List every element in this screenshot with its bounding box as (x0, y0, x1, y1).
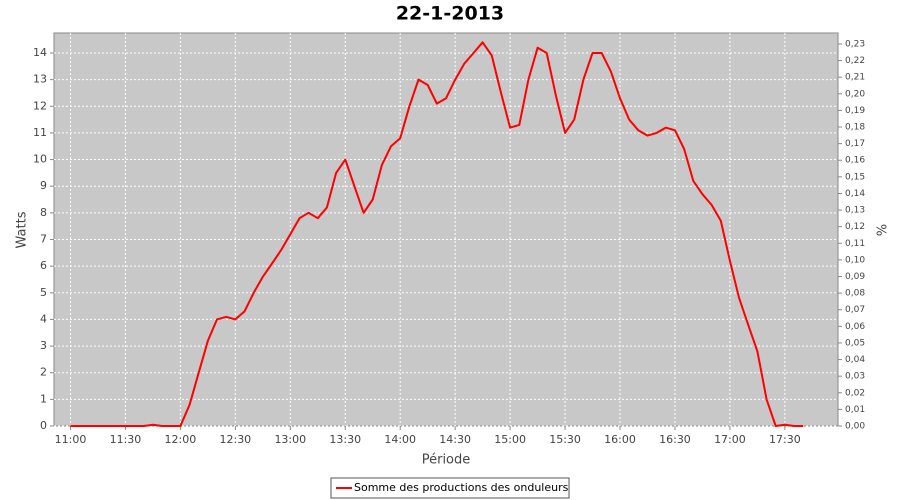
y2-tick-label: 0,05 (845, 338, 865, 348)
x-axis-label: Période (422, 453, 471, 468)
data-line (70, 41, 804, 427)
x-tick-label: 17:00 (714, 433, 746, 446)
y2-tick-label: 0,22 (845, 56, 865, 66)
y2-tick-label: 0,13 (845, 206, 865, 216)
y2-tick-label: 0,16 (845, 156, 865, 166)
y-tick-label: 14 (33, 46, 47, 59)
legend-label: Somme des productions des onduleurs (354, 481, 569, 494)
x-tick-label: 14:30 (439, 433, 471, 446)
y2-tick-label: 0,17 (845, 139, 865, 149)
y2-tick-label: 0,21 (845, 73, 865, 83)
x-tick-label: 14:00 (384, 433, 416, 446)
x-tick-label: 15:30 (549, 433, 581, 446)
plot-area (53, 32, 839, 427)
y2-tick-label: 0,20 (845, 89, 865, 99)
y2-tick-label: 0,15 (845, 172, 865, 182)
y-tick-label: 0 (40, 419, 47, 432)
y2-tick-label: 0,14 (845, 189, 865, 199)
y2-tick-label: 0,09 (845, 272, 865, 282)
x-tick-label: 12:30 (219, 433, 251, 446)
legend (330, 477, 570, 499)
y2-tick-label: 0,18 (845, 123, 865, 133)
y-tick-label: 9 (40, 179, 47, 192)
y2-tick-label: 0,02 (845, 388, 865, 398)
y-tick-label: 11 (33, 126, 47, 139)
x-tick-label: 11:30 (110, 433, 142, 446)
y2-tick-label: 0,07 (845, 305, 865, 315)
x-tick-label: 16:00 (604, 433, 636, 446)
y-tick-label: 1 (40, 392, 47, 405)
y2-tick-label: 0,12 (845, 222, 865, 232)
y-tick-label: 7 (40, 232, 47, 245)
y-axis-label: Watts (15, 211, 30, 248)
y2-tick-label: 0,08 (845, 289, 865, 299)
y2-tick-label: 0,04 (845, 355, 865, 365)
y2-tick-label: 0,11 (845, 239, 865, 249)
y-tick-label: 3 (40, 339, 47, 352)
y-tick-label: 12 (33, 99, 47, 112)
y2-tick-label: 0,03 (845, 372, 865, 382)
y-tick-label: 10 (33, 153, 47, 166)
x-tick-label: 15:00 (494, 433, 526, 446)
x-tick-label: 12:00 (165, 433, 197, 446)
y-tick-label: 4 (40, 312, 47, 325)
y2-tick-label: 0,00 (845, 422, 865, 432)
y-tick-label: 13 (33, 73, 47, 86)
y2-tick-label: 0,06 (845, 322, 865, 332)
x-tick-label: 13:30 (329, 433, 361, 446)
x-tick-label: 17:30 (769, 433, 801, 446)
y2-tick-label: 0,01 (845, 405, 865, 415)
y2-axis-label: % (873, 224, 888, 236)
y-tick-label: 5 (40, 286, 47, 299)
x-tick-label: 11:00 (55, 433, 87, 446)
y-tick-label: 6 (40, 259, 47, 272)
x-tick-label: 13:00 (274, 433, 306, 446)
y2-tick-label: 0,19 (845, 106, 865, 116)
y-tick-label: 8 (40, 206, 47, 219)
y-tick-label: 2 (40, 366, 47, 379)
y2-tick-label: 0,23 (845, 39, 865, 49)
chart-title: 22-1-2013 (396, 3, 504, 25)
y2-tick-label: 0,10 (845, 255, 865, 265)
x-tick-label: 16:30 (659, 433, 691, 446)
